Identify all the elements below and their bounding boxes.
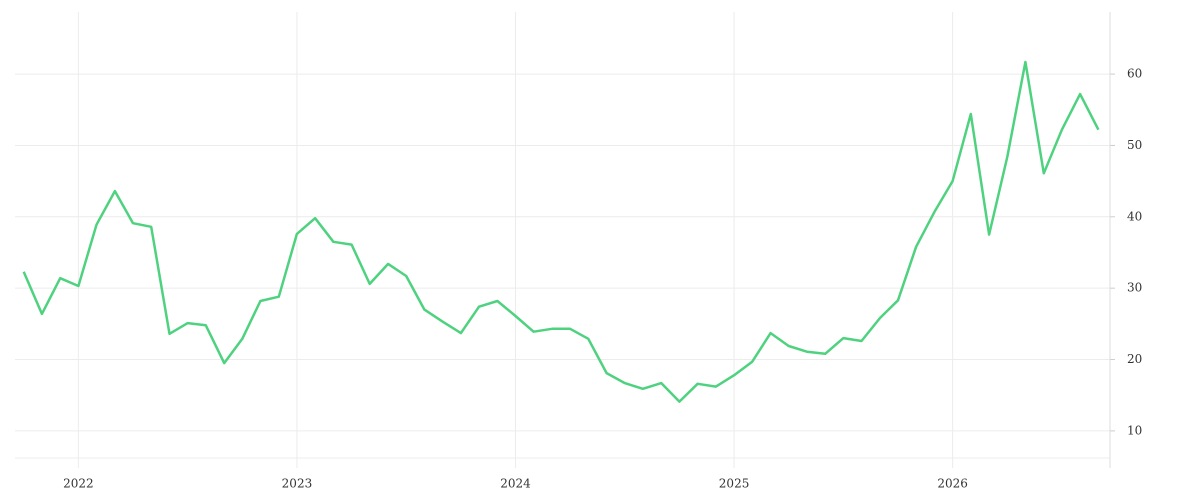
y-tick-label: 20 (1127, 352, 1142, 366)
y-tick-label: 40 (1127, 209, 1142, 223)
data-line (22, 60, 1100, 403)
y-tick-label: 50 (1127, 138, 1142, 152)
y-tick-label: 30 (1127, 281, 1142, 295)
x-tick-label: 2025 (719, 477, 750, 491)
y-tick-label: 10 (1127, 423, 1142, 437)
x-tick-label: 2023 (282, 477, 313, 491)
x-tick-label: 2022 (63, 477, 94, 491)
y-tick-label: 60 (1127, 67, 1142, 81)
x-tick-label: 2024 (500, 477, 531, 491)
x-tick-label: 2026 (937, 477, 968, 491)
